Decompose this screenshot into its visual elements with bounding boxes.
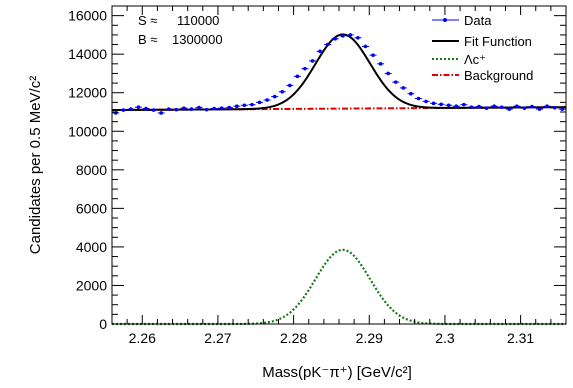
y-tick-label: 10000 <box>68 123 107 139</box>
data-point <box>431 101 436 106</box>
data-point <box>446 103 451 108</box>
data-point <box>537 107 542 111</box>
axis-tick-labels: 2.26 2.27 2.28 2.29 2.3 2.31 0 2000 4000 6000 8000… <box>68 8 534 346</box>
data-point <box>469 105 474 109</box>
signal-label: S ≈ <box>138 13 157 28</box>
data-point <box>416 96 421 101</box>
y-tick-label: 4000 <box>76 239 107 255</box>
axis-ticks <box>112 6 567 325</box>
data-point <box>462 102 466 107</box>
data-point <box>265 98 269 102</box>
data-point <box>386 71 390 76</box>
data-point <box>204 107 209 112</box>
y-tick-label: 12000 <box>68 85 107 101</box>
data-point <box>144 106 148 111</box>
legend-marker-data <box>443 18 447 22</box>
data-point <box>515 104 519 109</box>
y-tick-label: 8000 <box>76 162 107 178</box>
background-label: B ≈ <box>138 32 157 47</box>
data-point <box>522 106 527 110</box>
data-point <box>174 107 179 112</box>
data-point <box>227 105 232 110</box>
legend-entry-fit: Fit Function <box>432 34 532 49</box>
data-point <box>363 44 368 49</box>
data-point <box>454 104 459 109</box>
data-point <box>545 104 549 109</box>
legend-label-fit: Fit Function <box>464 34 532 49</box>
y-tick-label: 14000 <box>68 46 107 62</box>
y-axis-label: Candidates per 0.5 MeV/c² <box>27 76 44 254</box>
signal-value: 110000 <box>177 13 219 28</box>
legend-entry-signal: Λc⁺ <box>432 52 486 67</box>
data-point <box>280 89 285 94</box>
data-point <box>129 107 133 111</box>
data-point <box>401 86 406 90</box>
legend: Data Fit Function Λc⁺ Background <box>432 13 533 83</box>
data-point <box>182 106 186 110</box>
data-point <box>325 42 330 47</box>
data-point <box>378 62 383 66</box>
x-tick-label: 2.27 <box>204 330 231 346</box>
data-point <box>303 66 307 71</box>
data-point <box>242 103 247 108</box>
data-point <box>272 94 277 99</box>
data-point <box>121 108 126 112</box>
fit-function-curve <box>111 33 567 112</box>
data-point <box>250 102 254 107</box>
data-point <box>499 105 504 109</box>
x-tick-label: 2.26 <box>129 330 156 346</box>
data-point <box>492 104 496 109</box>
x-tick-label: 2.28 <box>280 330 307 346</box>
background-value: 1300000 <box>172 32 223 47</box>
data-point <box>166 107 171 111</box>
legend-label-data: Data <box>464 13 492 28</box>
data-point <box>235 104 239 109</box>
data-points <box>112 33 566 115</box>
data-point <box>151 108 156 112</box>
data-point <box>484 106 489 110</box>
data-point <box>159 111 163 115</box>
data-point <box>507 107 512 111</box>
x-axis-label: Mass(pK⁻π⁺) [GeV/c²] <box>262 364 412 381</box>
data-point <box>560 107 565 111</box>
data-point <box>393 80 398 84</box>
data-point <box>424 99 428 104</box>
x-tick-label: 2.31 <box>507 330 534 346</box>
signal-background-annotation: S ≈ 110000 B ≈ 1300000 <box>138 13 223 47</box>
data-point <box>197 105 201 110</box>
data-point <box>340 34 345 38</box>
data-point <box>189 107 194 111</box>
data-point <box>552 105 557 110</box>
data-point <box>439 102 443 107</box>
data-point <box>530 104 534 109</box>
y-tick-label: 2000 <box>76 277 107 293</box>
data-point <box>310 59 315 63</box>
data-point <box>219 106 224 110</box>
data-point <box>371 53 375 57</box>
data-point <box>356 36 360 40</box>
data-point <box>318 49 322 54</box>
x-tick-label: 2.29 <box>356 330 383 346</box>
data-point <box>295 74 300 79</box>
data-point <box>333 36 338 41</box>
x-tick-label: 2.3 <box>435 330 455 346</box>
data-point <box>288 83 292 88</box>
background-curve <box>111 106 567 112</box>
data-point <box>257 100 262 105</box>
y-tick-label: 6000 <box>76 200 107 216</box>
legend-label-background: Background <box>464 68 533 83</box>
legend-label-signal: Λc⁺ <box>464 52 486 67</box>
data-point <box>212 106 216 111</box>
data-point <box>136 105 141 109</box>
y-tick-label: 0 <box>99 316 107 332</box>
legend-entry-data: Data <box>432 13 492 28</box>
data-point <box>409 91 413 96</box>
legend-entry-background: Background <box>432 68 533 83</box>
data-point <box>348 33 353 37</box>
y-tick-label: 16000 <box>68 8 107 24</box>
data-point <box>477 104 481 109</box>
